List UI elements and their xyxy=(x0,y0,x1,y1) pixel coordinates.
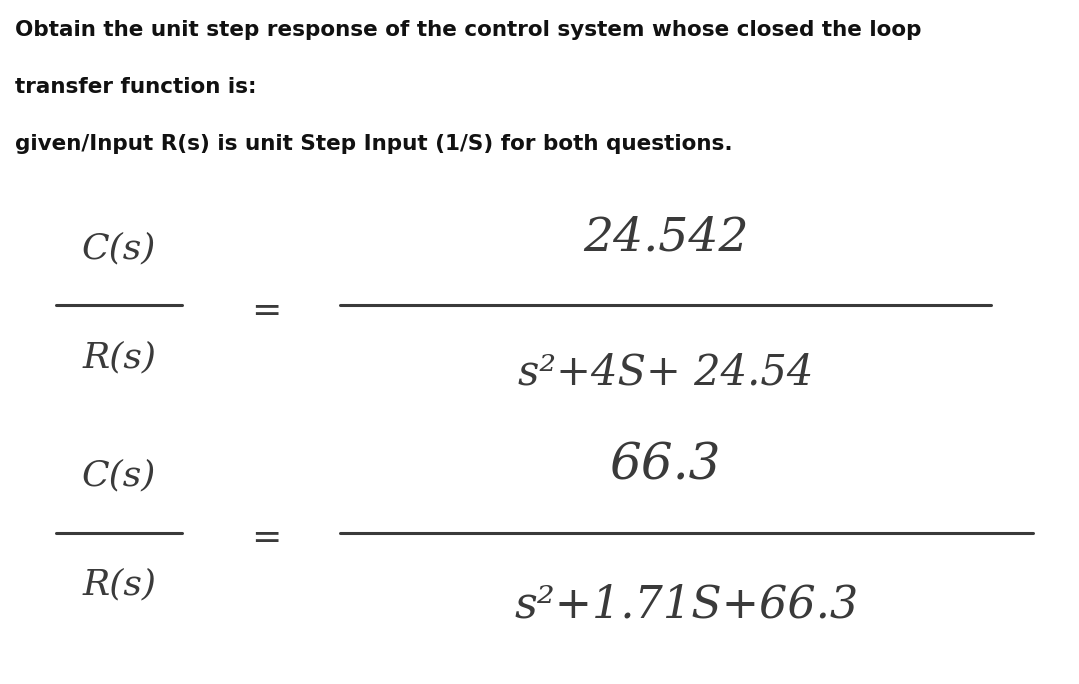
Text: transfer function is:: transfer function is: xyxy=(15,77,257,97)
Text: C(s): C(s) xyxy=(82,459,156,492)
Text: Obtain the unit step response of the control system whose closed the loop: Obtain the unit step response of the con… xyxy=(15,20,921,40)
Text: given/Input R(s) is unit Step Input (1/S) for both questions.: given/Input R(s) is unit Step Input (1/S… xyxy=(15,134,733,154)
Text: C(s): C(s) xyxy=(82,231,156,265)
Text: =: = xyxy=(251,293,282,328)
Text: R(s): R(s) xyxy=(82,567,156,601)
Text: R(s): R(s) xyxy=(82,340,156,374)
Text: 66.3: 66.3 xyxy=(610,440,722,490)
Text: s²+4S+ 24.54: s²+4S+ 24.54 xyxy=(518,352,814,393)
Text: 24.542: 24.542 xyxy=(583,215,749,261)
Text: s²+1.71S+66.3: s²+1.71S+66.3 xyxy=(515,583,859,627)
Text: =: = xyxy=(251,521,282,555)
